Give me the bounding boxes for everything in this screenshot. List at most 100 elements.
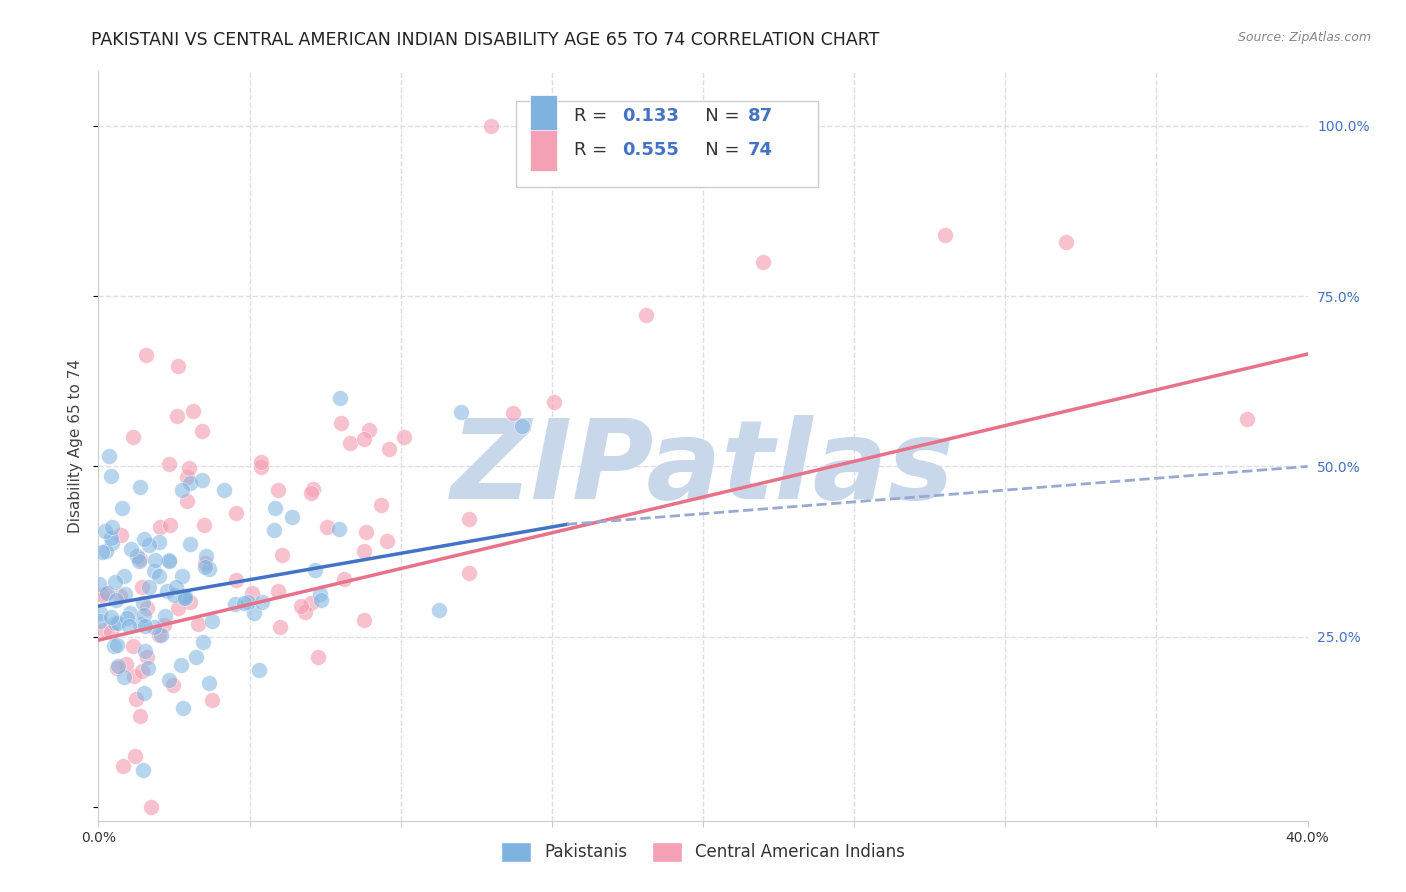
Point	[281, 509, 304, 524]
Bar	[530, 95, 557, 136]
Point	[752, 255, 775, 269]
Point	[1054, 235, 1077, 249]
Point	[353, 432, 375, 446]
Point	[89, 614, 111, 628]
Point	[194, 549, 217, 564]
Point	[375, 534, 398, 549]
Point	[131, 664, 153, 678]
Point	[252, 595, 274, 609]
Text: 0.555: 0.555	[621, 142, 679, 160]
Point	[238, 594, 260, 608]
Point	[302, 482, 325, 496]
Point	[120, 541, 142, 556]
FancyBboxPatch shape	[516, 102, 818, 187]
Point	[264, 501, 287, 516]
Point	[105, 661, 128, 675]
Point	[138, 538, 160, 552]
Text: 74: 74	[748, 142, 773, 160]
Point	[111, 758, 134, 772]
Point	[502, 406, 524, 420]
Point	[132, 686, 155, 700]
Bar	[530, 130, 557, 171]
Legend: Pakistanis, Central American Indians: Pakistanis, Central American Indians	[494, 835, 912, 869]
Point	[132, 596, 155, 610]
Point	[225, 506, 247, 520]
Point	[354, 525, 377, 540]
Point	[191, 634, 214, 648]
Point	[166, 409, 188, 424]
Point	[170, 483, 193, 498]
Point	[138, 580, 160, 594]
Point	[105, 638, 128, 652]
Point	[177, 460, 200, 475]
Point	[100, 610, 122, 624]
Point	[98, 449, 121, 463]
Text: 0.133: 0.133	[621, 107, 679, 125]
Point	[103, 640, 125, 654]
Point	[94, 544, 117, 558]
Point	[543, 394, 565, 409]
Text: PAKISTANI VS CENTRAL AMERICAN INDIAN DISABILITY AGE 65 TO 74 CORRELATION CHART: PAKISTANI VS CENTRAL AMERICAN INDIAN DIS…	[91, 31, 880, 49]
Point	[193, 557, 215, 571]
Point	[91, 545, 114, 559]
Point	[139, 800, 162, 814]
Point	[112, 670, 135, 684]
Point	[263, 523, 285, 537]
Point	[634, 308, 657, 322]
Point	[155, 608, 177, 623]
Point	[193, 517, 215, 532]
Text: 87: 87	[748, 107, 773, 125]
Point	[450, 405, 472, 419]
Point	[174, 591, 197, 605]
Point	[378, 442, 401, 456]
Point	[132, 608, 155, 623]
Point	[115, 611, 138, 625]
Point	[201, 692, 224, 706]
Point	[194, 560, 217, 574]
Point	[129, 616, 152, 631]
Point	[134, 644, 156, 658]
Point	[129, 708, 152, 723]
Point	[458, 512, 481, 526]
Point	[309, 587, 332, 601]
Point	[190, 424, 212, 438]
Point	[159, 518, 181, 533]
Point	[134, 619, 156, 633]
Point	[157, 457, 180, 471]
Point	[107, 658, 129, 673]
Point	[201, 614, 224, 628]
Point	[128, 553, 150, 567]
Text: N =: N =	[689, 142, 745, 160]
Point	[332, 572, 354, 586]
Point	[329, 392, 352, 406]
Point	[307, 649, 329, 664]
Point	[101, 519, 124, 533]
Point	[94, 524, 117, 538]
Point	[143, 619, 166, 633]
Point	[157, 673, 180, 687]
Point	[934, 227, 956, 242]
Point	[370, 499, 392, 513]
Point	[357, 423, 380, 437]
Point	[162, 678, 184, 692]
Point	[159, 554, 181, 568]
Point	[100, 468, 122, 483]
Point	[233, 595, 256, 609]
Point	[93, 585, 115, 599]
Point	[299, 596, 322, 610]
Point	[125, 549, 148, 563]
Point	[174, 590, 197, 604]
Point	[267, 483, 290, 497]
Point	[89, 606, 111, 620]
Point	[165, 581, 187, 595]
Point	[107, 616, 129, 631]
Text: R =: R =	[574, 107, 619, 125]
Point	[136, 601, 159, 615]
Point	[156, 584, 179, 599]
Point	[187, 616, 209, 631]
Point	[167, 601, 190, 615]
Point	[481, 119, 503, 133]
Point	[328, 522, 350, 536]
Point	[104, 593, 127, 607]
Point	[392, 430, 415, 444]
